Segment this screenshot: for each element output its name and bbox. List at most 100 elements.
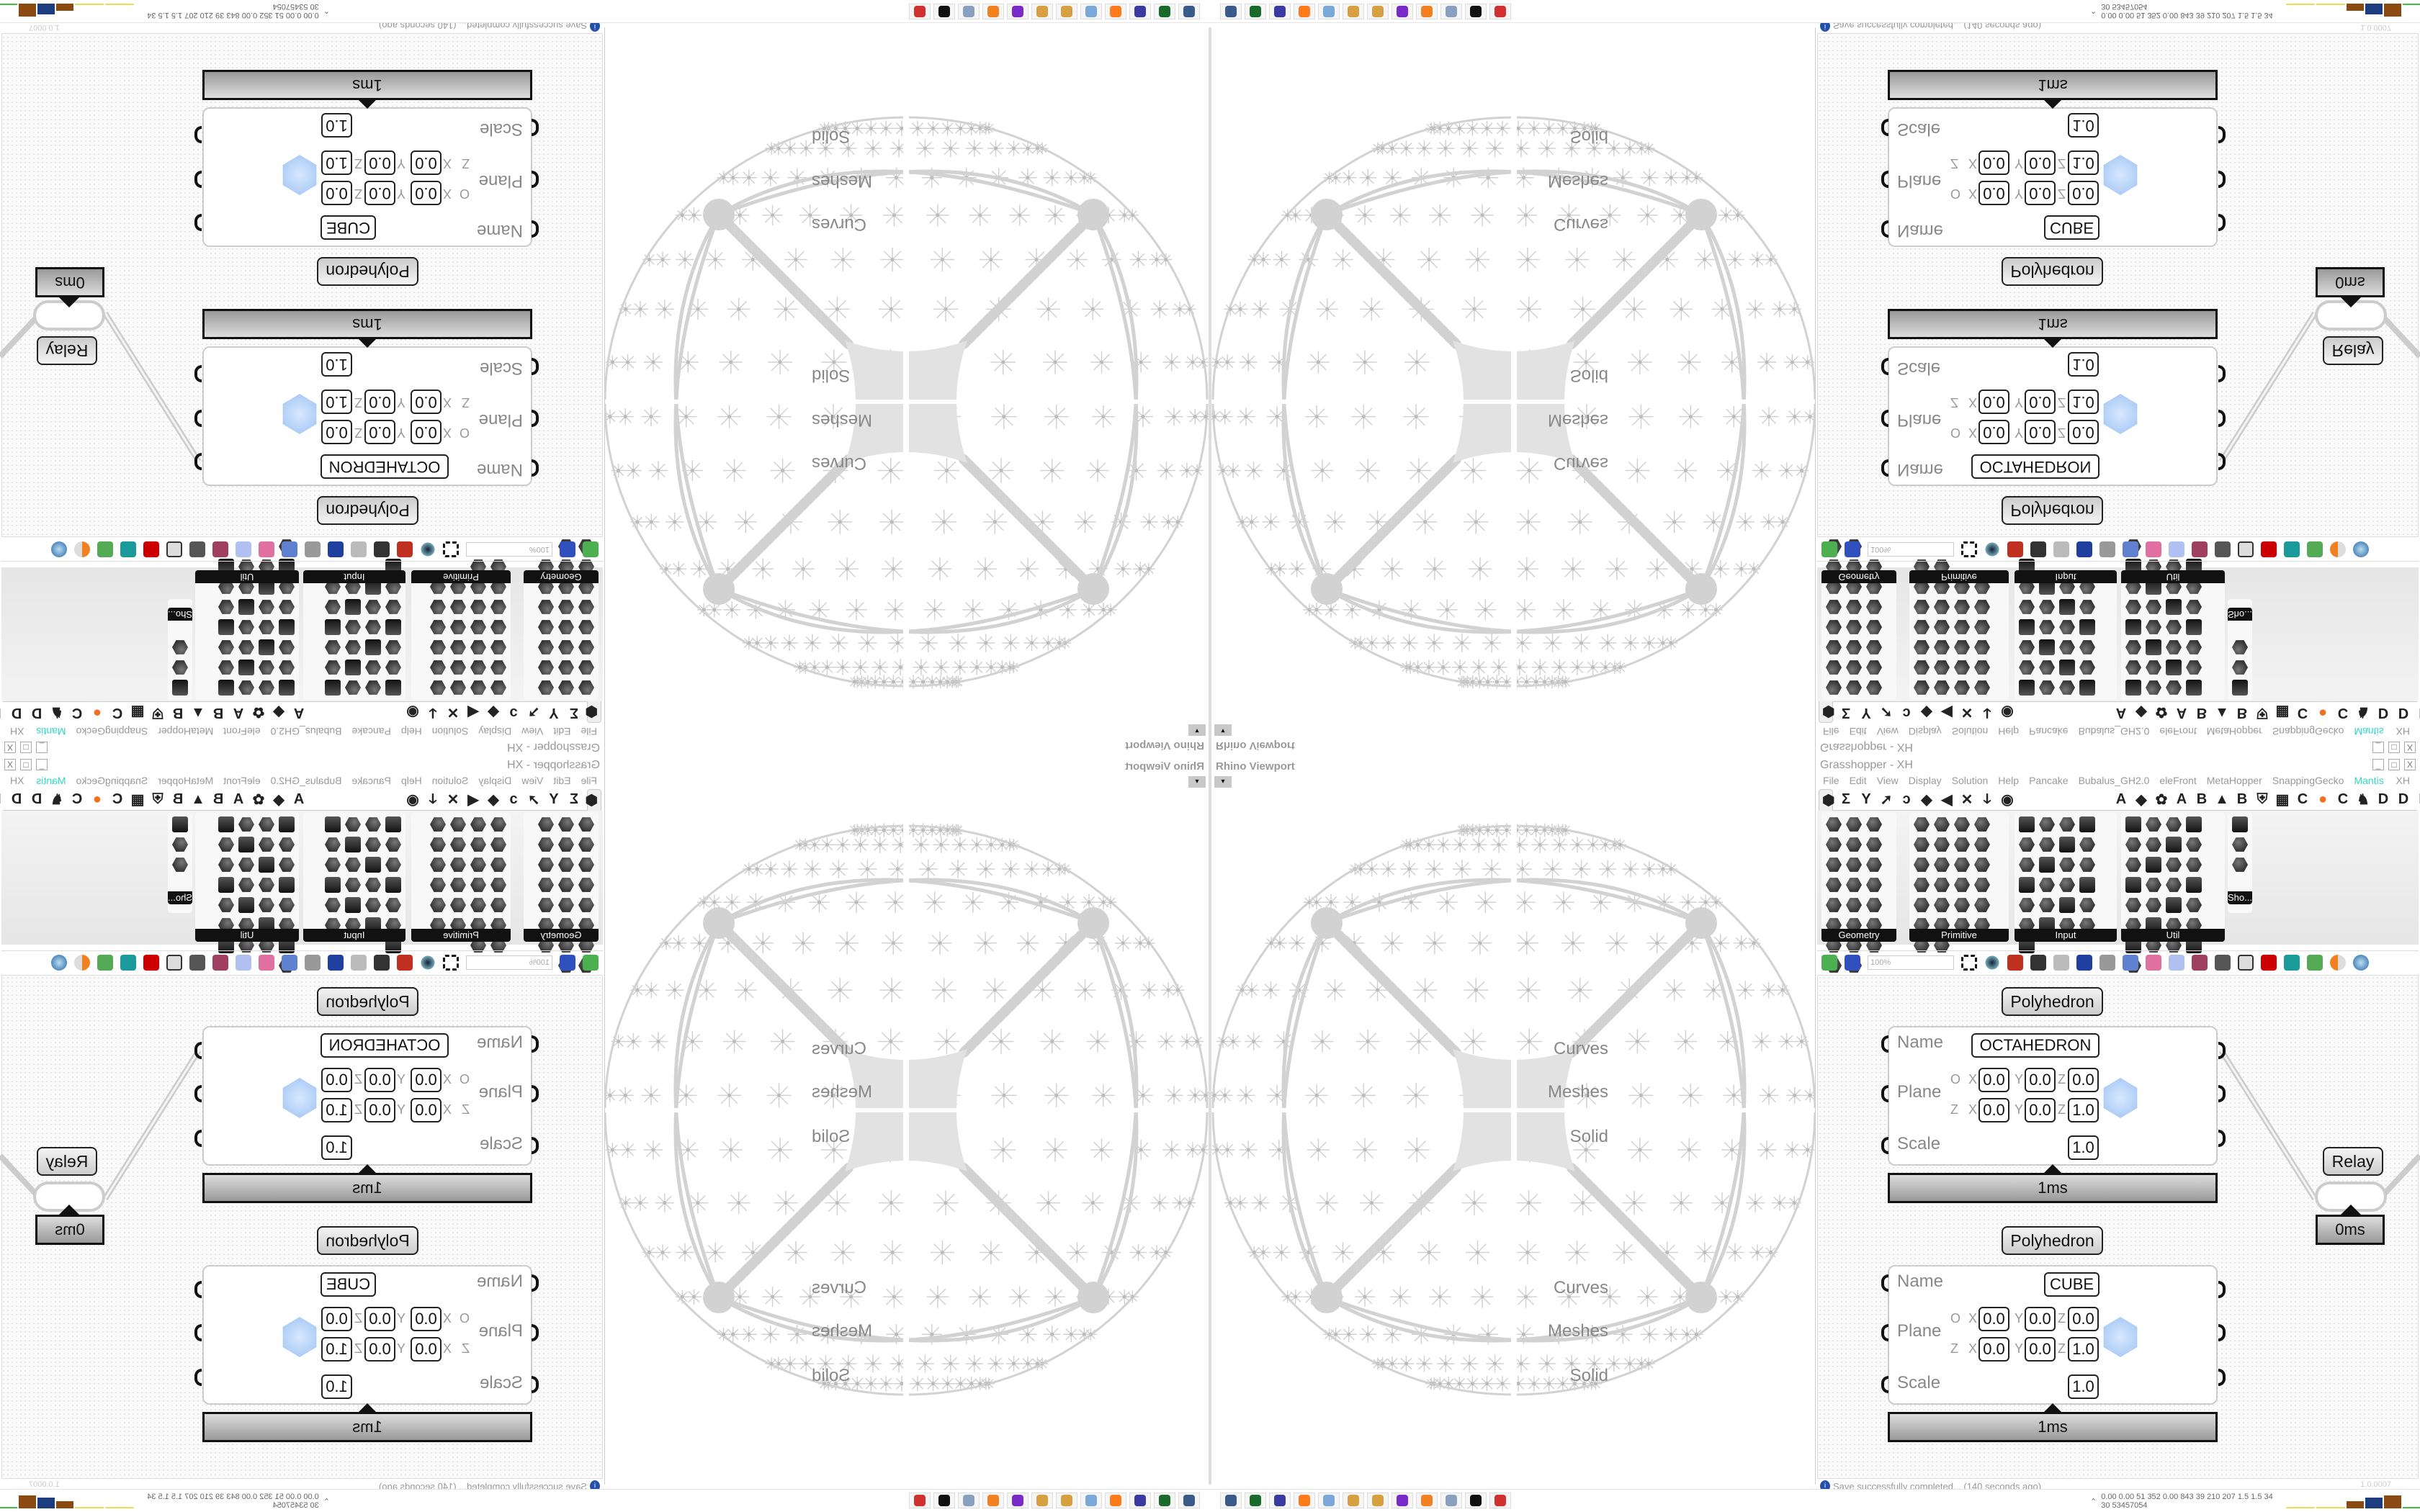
package-icon[interactable] bbox=[259, 954, 274, 971]
component-icon[interactable] bbox=[2146, 857, 2161, 873]
tab-25[interactable]: E bbox=[2416, 704, 2420, 721]
component-icon[interactable] bbox=[578, 660, 594, 675]
component-icon[interactable] bbox=[2186, 898, 2202, 912]
tab-6[interactable]: ◀ bbox=[1941, 792, 1953, 808]
menu-metahopper[interactable]: MetaHopper bbox=[2206, 726, 2262, 737]
tab-20[interactable]: ● bbox=[92, 705, 102, 721]
component-icon[interactable] bbox=[325, 816, 341, 832]
tab-5[interactable]: ◆ bbox=[1921, 704, 1932, 720]
component-icon[interactable] bbox=[218, 897, 234, 913]
component-icon[interactable] bbox=[450, 660, 466, 675]
menu-solution[interactable]: Solution bbox=[1951, 775, 1989, 786]
component-icon[interactable] bbox=[1954, 918, 1970, 932]
component-icon[interactable] bbox=[385, 837, 401, 852]
package-icon[interactable] bbox=[259, 541, 274, 558]
origin-x[interactable]: 0.0 bbox=[411, 1068, 442, 1092]
gh-canvas[interactable]: Polyhedron Name Plane Scale Curves Meshes Soli… bbox=[0, 975, 872, 1479]
component-icon[interactable] bbox=[385, 619, 401, 635]
tab-12[interactable]: ✿ bbox=[2155, 792, 2168, 808]
component-icon[interactable] bbox=[385, 897, 401, 913]
tab-18[interactable]: ▦ bbox=[2275, 704, 2290, 720]
component-icon[interactable] bbox=[2125, 816, 2141, 832]
menu-pancake[interactable]: Pancake bbox=[2029, 775, 2069, 786]
tab-20[interactable]: ● bbox=[92, 791, 102, 807]
selected-preview-icon[interactable] bbox=[143, 541, 159, 558]
component-icon[interactable] bbox=[2166, 897, 2182, 913]
panel-label[interactable]: Sho... bbox=[168, 608, 192, 621]
output-grip[interactable] bbox=[194, 1130, 202, 1147]
component-icon[interactable] bbox=[325, 837, 341, 852]
component-icon[interactable] bbox=[1846, 918, 1862, 932]
taskbar-paint[interactable] bbox=[1056, 1493, 1077, 1508]
sketch-icon[interactable] bbox=[2007, 954, 2023, 971]
zaxis-y[interactable]: 0.0 bbox=[2025, 150, 2056, 175]
component-icon[interactable] bbox=[218, 660, 234, 675]
component-icon[interactable] bbox=[2146, 837, 2161, 852]
component-icon[interactable] bbox=[578, 680, 594, 696]
menu-metahopper[interactable]: MetaHopper bbox=[158, 775, 214, 786]
component-icon[interactable] bbox=[470, 877, 486, 893]
wires-icon[interactable] bbox=[212, 954, 228, 971]
zoom-extents-icon[interactable] bbox=[1961, 541, 1977, 558]
component-icon[interactable] bbox=[2125, 619, 2141, 635]
menu-help[interactable]: Help bbox=[400, 726, 422, 737]
relay-node[interactable]: Relay bbox=[2323, 336, 2383, 365]
component-icon[interactable] bbox=[2166, 639, 2182, 655]
surface-icon[interactable] bbox=[97, 541, 113, 558]
taskbar-blender[interactable] bbox=[982, 1493, 1004, 1508]
component-icon[interactable] bbox=[365, 639, 381, 655]
component-icon[interactable] bbox=[2232, 680, 2248, 696]
shaded-preview-icon[interactable] bbox=[2215, 954, 2231, 971]
component-icon[interactable] bbox=[538, 857, 554, 873]
component-icon[interactable] bbox=[345, 837, 361, 852]
component-icon[interactable] bbox=[2059, 858, 2075, 872]
component-icon[interactable] bbox=[1866, 680, 1882, 696]
tab-25[interactable]: E bbox=[2416, 791, 2420, 808]
scale-value[interactable]: 1.0 bbox=[2068, 113, 2099, 138]
tab-3[interactable]: ➚ bbox=[1880, 704, 1893, 720]
email-icon[interactable] bbox=[351, 541, 367, 558]
component-icon[interactable] bbox=[538, 639, 554, 655]
panel-label[interactable]: Geometry bbox=[1821, 570, 1896, 583]
component-icon[interactable] bbox=[172, 660, 188, 675]
tab-9[interactable]: ◉ bbox=[2001, 704, 2014, 720]
gha-icon[interactable] bbox=[2076, 954, 2092, 971]
component-icon[interactable] bbox=[1866, 918, 1882, 932]
panel-label[interactable]: Sho... bbox=[2228, 891, 2252, 904]
new-file-icon[interactable] bbox=[583, 954, 599, 971]
component-icon[interactable] bbox=[2059, 680, 2075, 696]
menu-view[interactable]: View bbox=[1876, 726, 1899, 737]
node-body[interactable] bbox=[1888, 1026, 2218, 1166]
tab-3[interactable]: ➚ bbox=[527, 792, 540, 808]
component-icon[interactable] bbox=[2186, 680, 2202, 696]
input-grip[interactable] bbox=[1881, 220, 1888, 238]
component-icon[interactable] bbox=[1846, 837, 1862, 852]
component-icon[interactable] bbox=[1914, 918, 1930, 932]
component-icon[interactable] bbox=[1866, 898, 1882, 912]
component-icon[interactable] bbox=[218, 837, 234, 852]
component-icon[interactable] bbox=[470, 680, 486, 696]
menu-file[interactable]: File bbox=[1823, 726, 1839, 737]
tab-13[interactable]: A bbox=[2176, 791, 2187, 807]
shaded-preview-icon[interactable] bbox=[2215, 541, 2231, 558]
input-grip[interactable] bbox=[1881, 1324, 1888, 1341]
component-icon[interactable] bbox=[238, 660, 254, 675]
component-icon[interactable] bbox=[2232, 858, 2248, 872]
component-icon[interactable] bbox=[238, 837, 254, 852]
output-grip[interactable] bbox=[2218, 1369, 2226, 1386]
selected-preview-icon[interactable] bbox=[143, 954, 159, 971]
component-icon[interactable] bbox=[1826, 898, 1842, 912]
component-icon[interactable] bbox=[385, 639, 401, 655]
output-grip[interactable] bbox=[194, 1324, 202, 1341]
panel-label[interactable]: Input bbox=[2015, 929, 2117, 942]
menu-edit[interactable]: Edit bbox=[1849, 775, 1867, 786]
search-icon[interactable] bbox=[2123, 954, 2138, 971]
name-value[interactable]: OCTAHEDRON bbox=[1971, 1033, 2099, 1058]
component-icon[interactable] bbox=[1974, 639, 1990, 655]
component-icon[interactable] bbox=[218, 639, 234, 655]
zaxis-z[interactable]: 1.0 bbox=[321, 150, 352, 175]
component-icon[interactable] bbox=[2079, 816, 2095, 832]
sketch-icon[interactable] bbox=[397, 541, 413, 558]
component-icon[interactable] bbox=[578, 857, 594, 873]
component-icon[interactable] bbox=[1934, 878, 1950, 892]
